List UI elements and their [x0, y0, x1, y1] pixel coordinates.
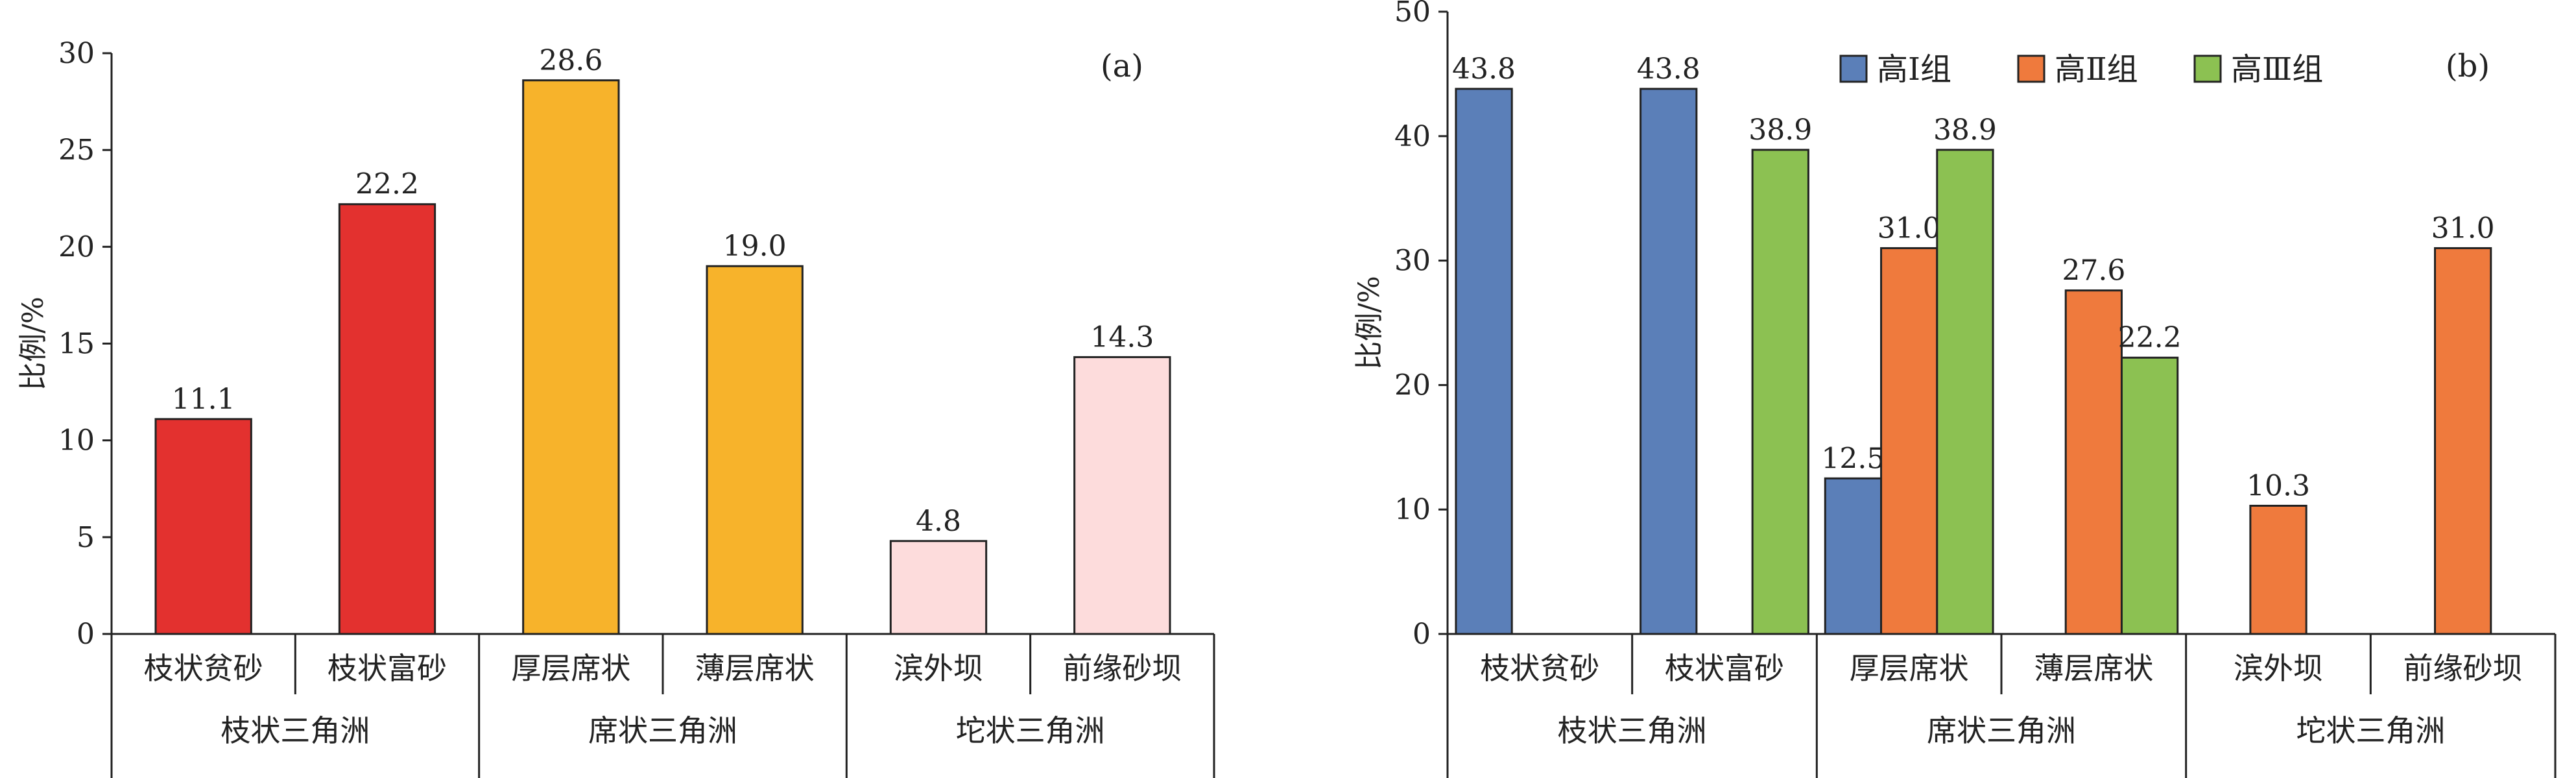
category-label: 厚层席状 — [511, 651, 630, 686]
bar-value-label: 28.6 — [539, 44, 602, 77]
bar-2 — [2249, 504, 2308, 635]
bar-value-label: 10.3 — [2247, 469, 2310, 502]
category-label: 前缘砂坝 — [2403, 651, 2523, 686]
y-tick-label: 30 — [1394, 245, 1431, 278]
y-tick-label: 50 — [1394, 0, 1431, 29]
y-tick-label: 40 — [1394, 120, 1431, 153]
y-tick-label: 25 — [58, 134, 95, 167]
bar-value-label: 43.8 — [1452, 53, 1516, 86]
legend-swatch — [1839, 55, 1868, 83]
category-label: 滨外坝 — [894, 651, 983, 686]
bar-value-label: 22.2 — [355, 168, 419, 201]
bar — [154, 418, 252, 635]
legend-swatch — [2017, 55, 2045, 83]
bar-1 — [1640, 88, 1698, 635]
category-label: 枝状贫砂 — [144, 651, 263, 686]
group-label: 枝状三角洲 — [221, 713, 370, 748]
bar-value-label: 31.0 — [1878, 212, 1941, 245]
bar — [338, 203, 436, 635]
bar-value-label: 38.9 — [1748, 114, 1812, 147]
category-label: 厚层席状 — [1850, 651, 1969, 686]
bar-value-label: 12.5 — [1821, 442, 1885, 475]
category-label: 滨外坝 — [2234, 651, 2323, 686]
panel-label: (a) — [1101, 48, 1143, 84]
bar-2 — [2064, 289, 2123, 635]
bar-value-label: 27.6 — [2062, 254, 2125, 287]
y-tick-label: 10 — [58, 424, 95, 457]
group-label: 席状三角洲 — [1927, 713, 2076, 748]
bar-value-label: 22.2 — [2118, 321, 2182, 354]
legend-label: 高Ⅱ组 — [2055, 51, 2138, 88]
legend-swatch — [2193, 55, 2222, 83]
category-label: 枝状贫砂 — [1480, 651, 1599, 686]
category-label: 前缘砂坝 — [1062, 651, 1182, 686]
bar-1 — [1455, 88, 1513, 635]
bar-value-label: 31.0 — [2431, 212, 2495, 245]
bar-3 — [1751, 149, 1809, 635]
bar-value-label: 19.0 — [723, 230, 787, 263]
bar-2 — [2434, 247, 2492, 635]
bar-value-label: 38.9 — [1933, 114, 1997, 147]
bar-2 — [1880, 247, 1938, 635]
group-label: 席状三角洲 — [588, 713, 737, 748]
y-axis-title: 比例/% — [1353, 276, 1386, 370]
bar — [1073, 356, 1171, 635]
y-tick-label: 20 — [1394, 369, 1431, 402]
y-tick-label: 0 — [77, 618, 95, 651]
bar-value-label: 43.8 — [1637, 53, 1700, 86]
panel-label: (b) — [2446, 48, 2490, 84]
y-axis-title: 比例/% — [17, 297, 50, 391]
legend: 高Ⅰ组 高Ⅱ组 高Ⅲ组 — [1839, 51, 2323, 88]
legend-label: 高Ⅲ组 — [2231, 51, 2323, 88]
bar — [706, 265, 804, 635]
y-tick-label: 15 — [58, 328, 95, 361]
bar-value-label: 14.3 — [1090, 321, 1154, 354]
category-label: 薄层席状 — [695, 651, 815, 686]
y-tick-label: 5 — [77, 521, 95, 554]
group-label: 坨状三角洲 — [2296, 713, 2445, 748]
bar-1 — [1824, 477, 1883, 635]
bar-3 — [2120, 356, 2179, 635]
y-tick-label: 20 — [58, 230, 95, 263]
chart-b: 0 10 20 30 40 50 比例/% (b) 枝状贫砂 枝状富砂 厚层席状 薄层席状 滨外坝 前缘砂… — [1353, 0, 2557, 778]
category-label: 薄层席状 — [2034, 651, 2153, 686]
y-tick-label: 30 — [58, 37, 95, 70]
y-tick-label: 10 — [1394, 493, 1431, 526]
category-label: 枝状富砂 — [1665, 651, 1784, 686]
group-label: 坨状三角洲 — [956, 713, 1105, 748]
bar — [889, 540, 988, 635]
bar-value-label: 11.1 — [172, 383, 235, 416]
bar — [522, 79, 620, 635]
bar-value-label: 4.8 — [916, 505, 961, 538]
y-tick-label: 0 — [1413, 618, 1431, 651]
bar-3 — [1936, 149, 1994, 635]
chart-a: 0 5 10 15 20 25 30 比例/% (a) 枝状贫砂 枝状富砂 厚层席状 薄层席状 滨外坝 前缘… — [17, 37, 1215, 778]
category-label: 枝状富砂 — [328, 651, 447, 686]
legend-label: 高Ⅰ组 — [1877, 51, 1951, 88]
group-label: 枝状三角洲 — [1558, 713, 1707, 748]
